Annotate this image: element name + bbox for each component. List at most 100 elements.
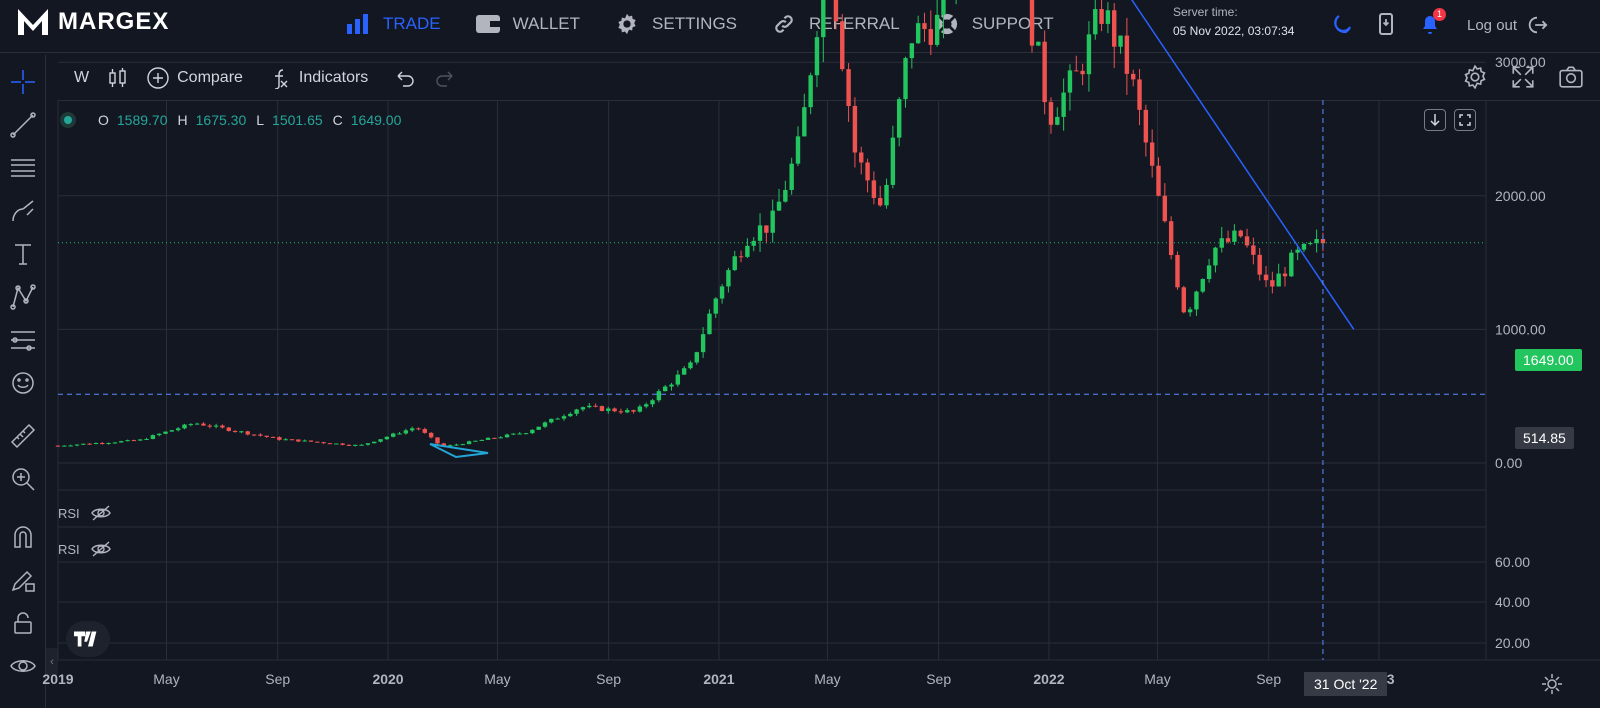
logout-button[interactable]: Log out <box>1467 14 1548 36</box>
measure-tool[interactable] <box>8 421 38 451</box>
candle <box>226 426 231 432</box>
candle-body <box>561 416 567 419</box>
candle <box>492 437 497 439</box>
candle-body <box>321 442 326 444</box>
candle <box>625 408 630 414</box>
collapse-toolbar-button[interactable]: ‹ <box>46 648 58 676</box>
nav-settings[interactable]: SETTINGS <box>614 10 737 38</box>
candle-body <box>542 422 548 427</box>
settings-gear-icon[interactable] <box>1462 64 1488 90</box>
candle <box>1168 216 1174 260</box>
candle-body <box>1156 165 1161 196</box>
brand-logo[interactable]: MARGEX <box>16 7 169 37</box>
candle <box>694 351 699 365</box>
gear-icon <box>618 13 636 35</box>
candle <box>631 409 636 414</box>
theme-toggle[interactable] <box>1330 12 1354 36</box>
text-tool[interactable] <box>8 239 38 269</box>
candle-body <box>650 400 655 405</box>
pattern-tool[interactable] <box>8 282 38 312</box>
candle-body <box>163 431 168 434</box>
magnet-tool[interactable] <box>8 522 38 552</box>
open-label: O <box>98 112 109 128</box>
stay-drawing-tool[interactable] <box>8 565 38 595</box>
tradingview-logo[interactable] <box>66 621 110 657</box>
camera-icon[interactable] <box>1558 64 1584 90</box>
candle <box>656 389 662 403</box>
candle-body <box>776 201 782 211</box>
candle <box>391 432 396 438</box>
candle <box>409 426 415 432</box>
nav-trade-label: TRADE <box>383 14 441 33</box>
candle <box>675 370 681 387</box>
notifications-button[interactable]: 1 <box>1418 8 1446 36</box>
candle-body <box>435 437 440 444</box>
redo-button[interactable] <box>434 67 456 89</box>
rsi-pane-2-label: RSI <box>58 538 112 560</box>
compare-button[interactable]: Compare <box>147 67 243 89</box>
candle-body <box>523 433 529 435</box>
candle-body <box>175 428 181 431</box>
top-navbar: MARGEX TRADE WALLET SETTINGS REFERRAL SU… <box>0 0 1600 53</box>
candle-body <box>732 256 737 271</box>
candle <box>428 432 434 439</box>
candle-body <box>194 423 200 425</box>
candle <box>138 439 143 441</box>
indicators-button[interactable]: Indicators <box>269 67 368 89</box>
candle-body <box>283 439 288 441</box>
axis-settings-icon[interactable] <box>1540 672 1564 696</box>
candle-body <box>738 256 744 258</box>
time-tick-label: Sep <box>1256 671 1281 687</box>
candle <box>485 437 491 440</box>
fullscreen-icon[interactable] <box>1510 64 1536 90</box>
eye-off-icon[interactable] <box>90 538 112 560</box>
nav-wallet[interactable]: WALLET <box>475 10 580 38</box>
candle <box>175 427 181 432</box>
phone-icon <box>1379 13 1393 35</box>
candle <box>738 250 744 263</box>
nav-support[interactable]: SUPPORT <box>934 10 1054 38</box>
interval-button[interactable]: W <box>74 69 89 87</box>
nav-referral[interactable]: REFERRAL <box>771 10 900 38</box>
candle-body <box>1067 70 1073 93</box>
candle-body <box>220 425 225 428</box>
nav-trade[interactable]: TRADE <box>345 10 441 38</box>
candle <box>593 403 598 408</box>
candle-body <box>656 391 662 401</box>
scroll-down-button[interactable] <box>1424 109 1446 131</box>
mobile-app-button[interactable] <box>1374 12 1398 36</box>
candle <box>156 433 162 437</box>
candle <box>789 157 794 195</box>
candle-body <box>1061 92 1066 117</box>
crosshair-tool[interactable] <box>8 67 38 97</box>
candle-body <box>485 437 491 440</box>
zoom-in-icon <box>12 468 35 491</box>
icons-tool[interactable] <box>8 368 38 398</box>
candle-body <box>1048 102 1054 125</box>
trendline-icon <box>10 112 36 138</box>
symbol-status-dot[interactable] <box>60 112 76 128</box>
candle-body <box>1225 238 1231 242</box>
candle-body <box>555 418 560 420</box>
undo-button[interactable] <box>394 67 416 89</box>
candle-body <box>1314 239 1319 244</box>
fib-tool[interactable] <box>8 153 38 183</box>
prediction-tool[interactable] <box>8 325 38 355</box>
candle-body <box>599 406 605 411</box>
candle <box>865 158 870 193</box>
zoom-tool[interactable] <box>8 464 38 494</box>
brush-tool[interactable] <box>8 196 38 226</box>
candle-body <box>1213 247 1218 266</box>
candle-body <box>1301 243 1307 250</box>
chart-type-button[interactable] <box>107 67 129 89</box>
candle <box>884 178 889 209</box>
candle-body <box>688 362 693 369</box>
trendline-tool[interactable] <box>8 110 38 140</box>
maximize-pane-button[interactable] <box>1454 109 1476 131</box>
eye-off-icon[interactable] <box>90 502 112 524</box>
hide-drawings-tool[interactable] <box>8 651 38 681</box>
candle <box>327 442 333 445</box>
ohlc-legend: O 1589.70 H 1675.30 L 1501.65 C 1649.00 <box>60 112 403 128</box>
lock-drawings-tool[interactable] <box>8 608 38 638</box>
